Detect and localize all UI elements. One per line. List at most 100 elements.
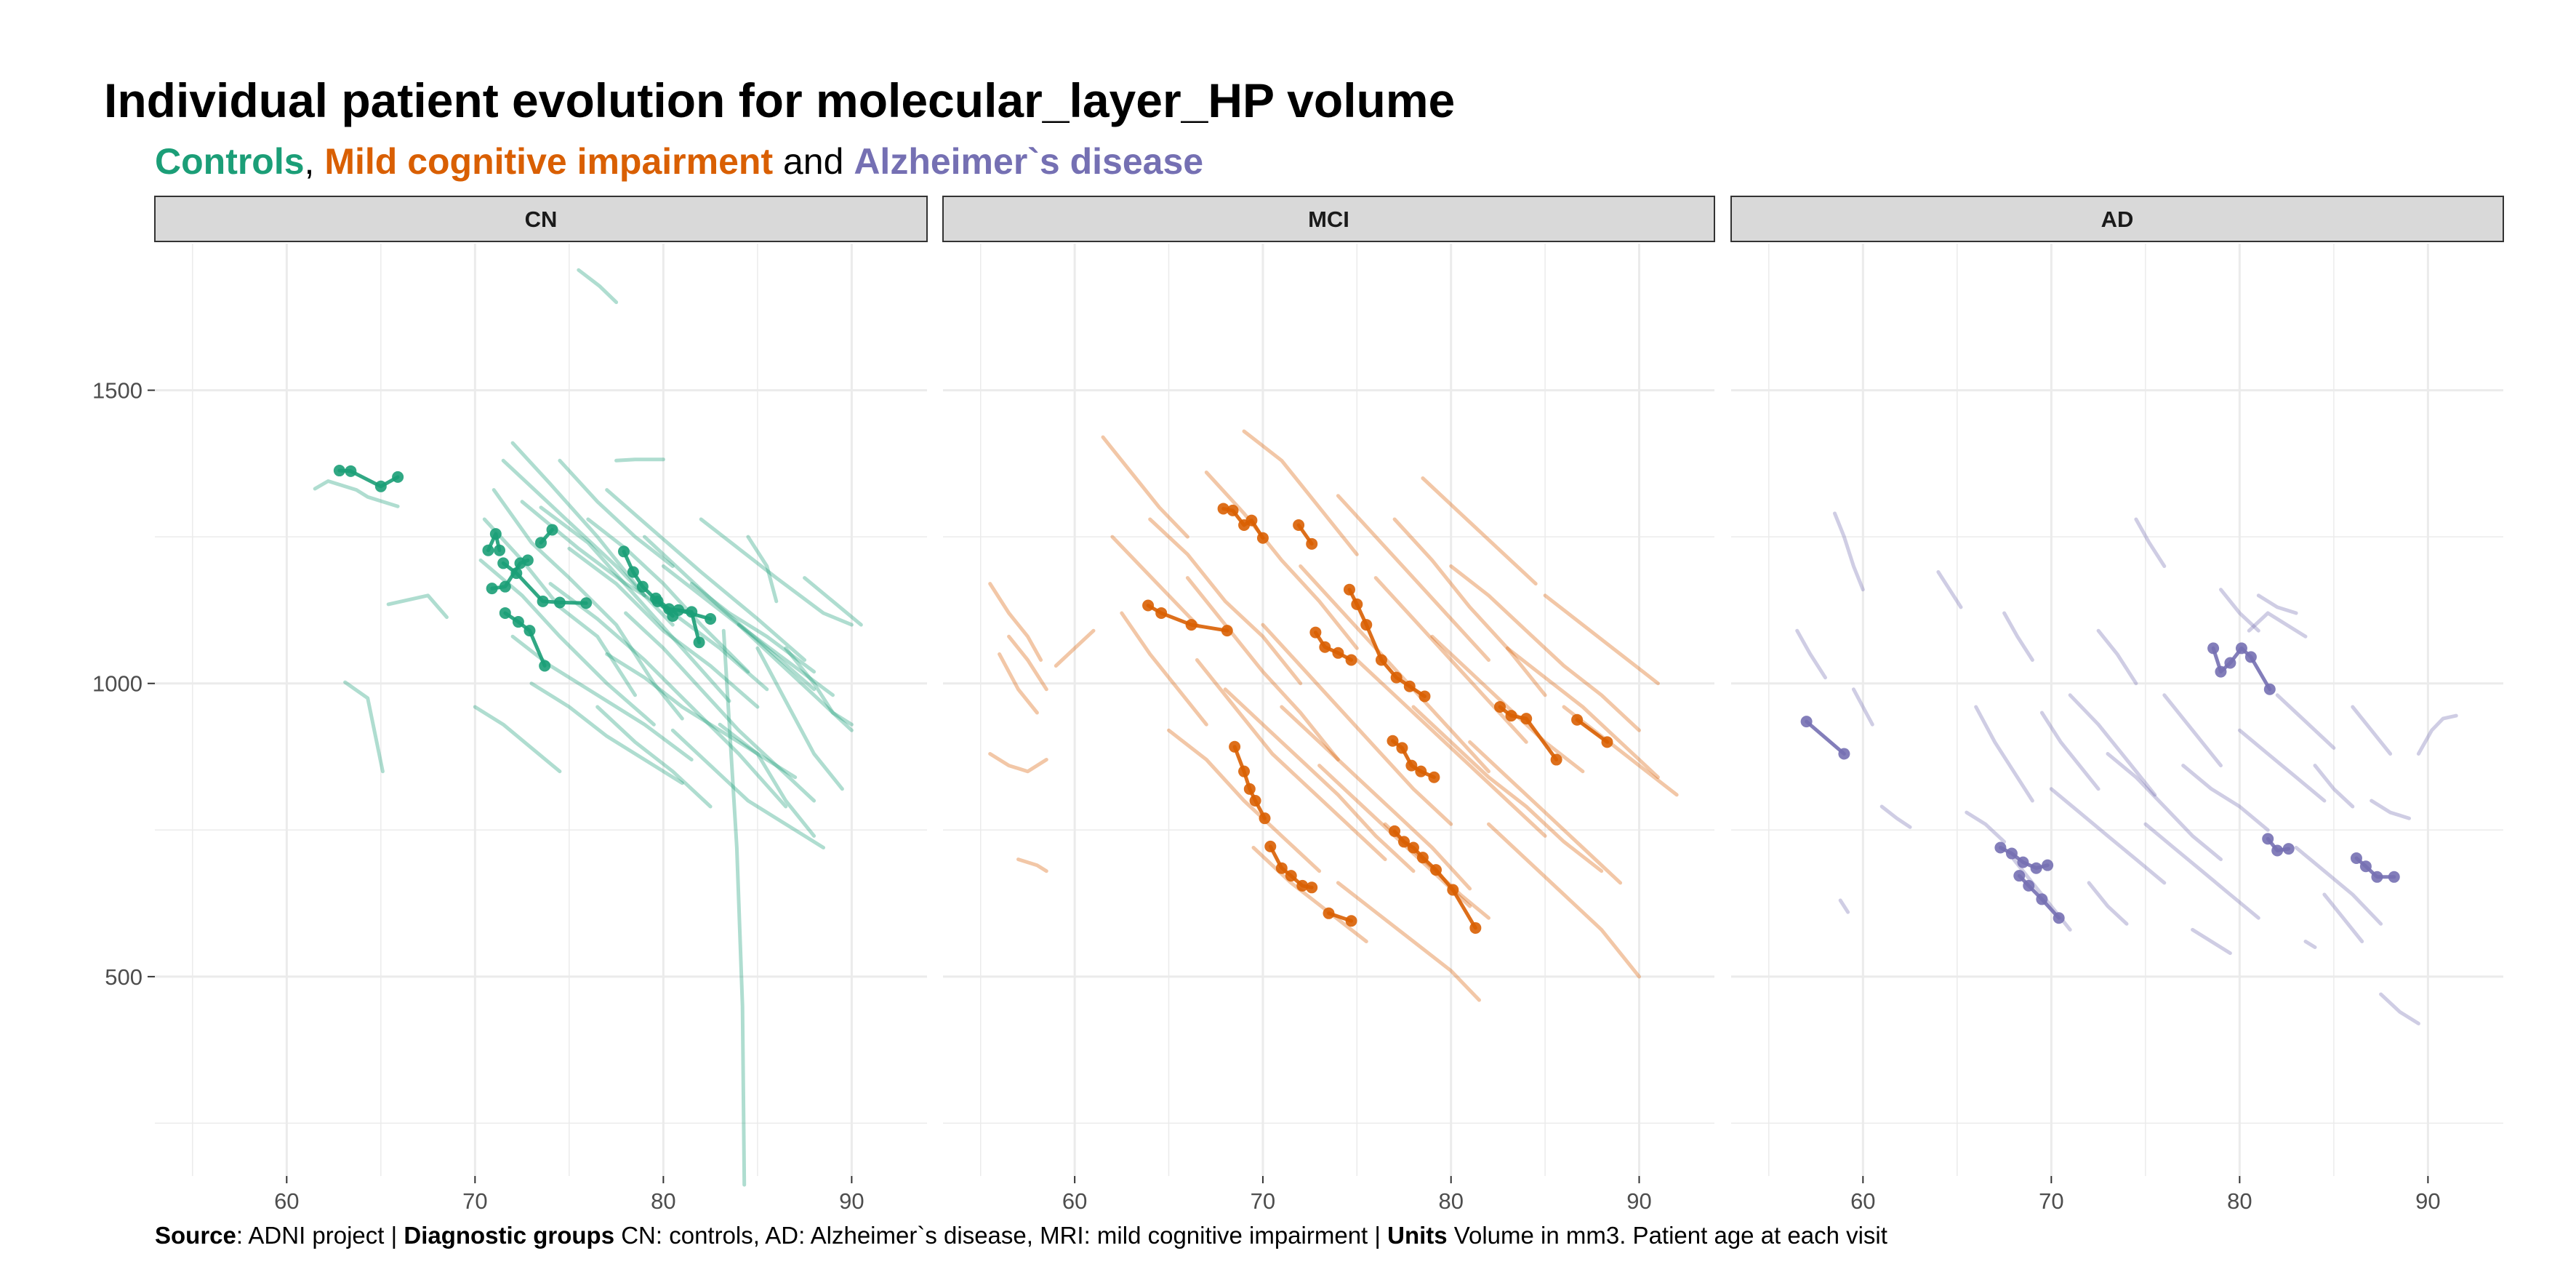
patient-trajectory-line [2379,992,2420,1025]
patient-trajectory-line [2237,728,2327,803]
patient-trajectory-line [721,628,747,1187]
patient-trajectory-line [1204,471,1359,650]
visit-point [1293,519,1305,532]
y-tick-label: 1500 [92,378,143,404]
highlighted-trajectory-line [1313,631,1354,662]
patient-trajectory-line [661,564,835,697]
visit-point [1838,748,1850,760]
patient-trajectory-line [313,479,400,508]
x-tick-label: 60 [1850,1188,1875,1214]
patient-trajectory-line [1505,646,1660,780]
patient-trajectory-line [501,458,675,627]
patient-trajectory-line [1392,517,1547,697]
visit-point [1360,619,1373,631]
patient-trajectory-line [1487,822,1641,979]
facet-strip [154,196,928,242]
visit-point [1243,783,1256,795]
subtitle-sep-2: and [773,141,854,182]
x-tick-label: 70 [1251,1188,1275,1214]
patient-trajectory-line [689,582,816,674]
visit-point [1309,626,1322,639]
visit-point [1332,647,1344,659]
patient-trajectory-line [1299,564,1490,774]
x-tick-label: 70 [2039,1188,2063,1214]
visit-point [627,566,639,578]
patient-trajectory-line [624,611,816,803]
visit-point [1493,700,1506,713]
visit-point [636,580,649,593]
patient-trajectory-line [2106,752,2223,862]
subtitle-mci: Mild cognitive impairment [324,141,774,182]
patient-trajectory-line [586,517,750,674]
visit-point [2207,642,2220,655]
patient-trajectory-line [1411,705,1604,873]
visit-point [1405,759,1418,772]
visit-point [1155,607,1168,619]
visit-point [1245,514,1258,527]
visit-point [2053,912,2065,924]
caption-groups-value: CN: controls, AD: Alzheimer`s disease, M… [614,1222,1388,1249]
patient-trajectory-line [2068,693,2157,797]
visit-point [1264,840,1277,852]
patient-trajectory-line [2370,799,2411,820]
visit-point [1430,864,1443,876]
highlighted-trajectory-line [1575,718,1609,744]
patient-trajectory-line [558,458,675,568]
patient-trajectory-line [784,646,854,727]
visit-point [2282,843,2295,855]
visit-point [1387,735,1399,747]
visit-point [374,480,387,492]
patient-trajectory-line [2096,628,2138,686]
visit-point [2023,879,2035,892]
visit-point [1296,879,1309,892]
visit-point [1571,713,1584,726]
visit-point [1428,771,1440,783]
patient-trajectory-line [1110,535,1199,627]
visit-point [1323,907,1335,919]
facet-strip-label: CN [525,207,558,232]
visit-point [2224,657,2236,669]
patient-trajectory-line [539,505,731,703]
patient-trajectory-line [510,441,646,598]
highlighted-trajectory-line [1805,719,1846,756]
patient-trajectory-line [1016,857,1048,873]
visit-point [1142,599,1155,612]
visit-point [2244,651,2257,663]
visit-point [2036,893,2048,905]
visit-point [1407,841,1419,854]
visit-point [1800,716,1813,728]
visit-point [1306,537,1318,550]
visit-point [494,544,506,556]
patient-trajectory-line [1101,435,1189,539]
patient-trajectory-line [1833,511,1865,592]
visit-point [2263,683,2276,695]
patient-trajectory-line [998,652,1039,715]
visit-point [1238,765,1251,777]
visit-point [546,524,558,536]
patient-trajectory-line [1562,705,1679,797]
patient-trajectory-line [1879,804,1912,829]
patient-trajectory-line [529,681,684,785]
visit-point [1259,812,1271,825]
visit-point [1249,794,1261,807]
facet-strip-label: MCI [1308,207,1349,232]
patient-trajectory-line [1251,846,1368,943]
visit-point [482,544,494,556]
patient-trajectory-line [988,752,1048,774]
patient-trajectory-line [1185,576,1340,761]
facet-strip [942,196,1715,242]
chart-title: Individual patient evolution for molecul… [104,73,1456,127]
visit-point [553,596,566,609]
patient-trajectory-line [1430,634,1585,774]
patient-trajectory-line [1851,687,1874,727]
patient-trajectory-line [718,722,816,838]
patient-trajectory-line [2416,713,2458,756]
visit-point [1185,619,1197,631]
visit-point [705,613,717,625]
patient-trajectory-line [2313,764,2355,809]
visit-point [2271,844,2284,857]
patient-trajectory-line [595,705,713,809]
patient-trajectory-line [2294,846,2383,926]
patient-trajectory-line [1795,628,1827,680]
